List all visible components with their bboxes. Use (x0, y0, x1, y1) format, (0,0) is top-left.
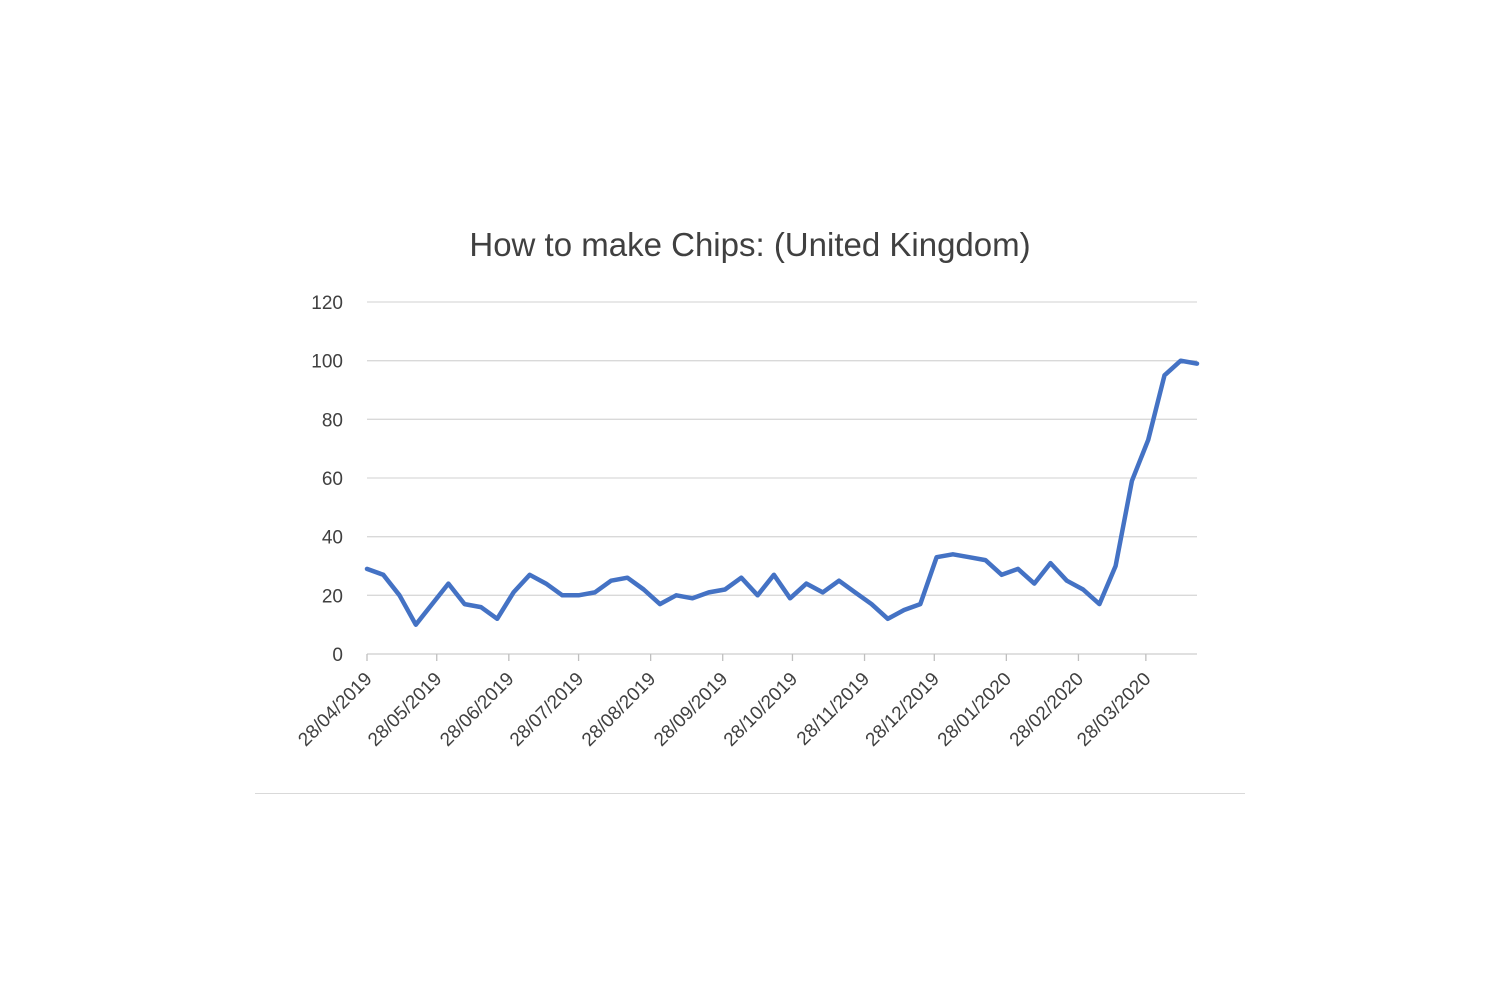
series-line (364, 358, 1200, 627)
chart-area (255, 190, 1245, 794)
y-axis: 0 20 40 60 80 100 120 (311, 293, 343, 666)
x-tick-label: 28/03/2020 (1073, 669, 1155, 751)
y-tick-label: 40 (322, 528, 343, 549)
y-tick-label: 80 (322, 410, 343, 431)
x-tick-label: 28/06/2019 (436, 669, 518, 751)
x-tick-label: 28/04/2019 (294, 669, 376, 751)
x-tick-label: 28/10/2019 (720, 669, 802, 751)
x-tick-label: 28/12/2019 (862, 669, 944, 751)
x-tick-label: 28/11/2019 (793, 669, 874, 750)
x-tick-label: 28/01/2020 (934, 669, 1016, 751)
y-tick-label: 0 (332, 645, 343, 666)
y-tick-label: 60 (322, 469, 343, 490)
gridlines (367, 301, 1197, 655)
y-tick-label: 120 (311, 293, 343, 314)
series-layer (364, 358, 1200, 627)
y-tick-label: 100 (311, 352, 343, 373)
chart-title: How to make Chips: (United Kingdom) (469, 226, 1031, 263)
x-tick-label: 28/08/2019 (578, 669, 660, 751)
x-axis: 28/04/201928/05/201928/06/201928/07/2019… (294, 653, 1197, 751)
x-tick-label: 28/07/2019 (506, 669, 588, 751)
y-tick-label: 20 (322, 586, 343, 607)
chart-frame-border (255, 793, 1245, 794)
x-tick-label: 28/05/2019 (364, 669, 446, 751)
x-tick-label: 28/09/2019 (650, 669, 732, 751)
